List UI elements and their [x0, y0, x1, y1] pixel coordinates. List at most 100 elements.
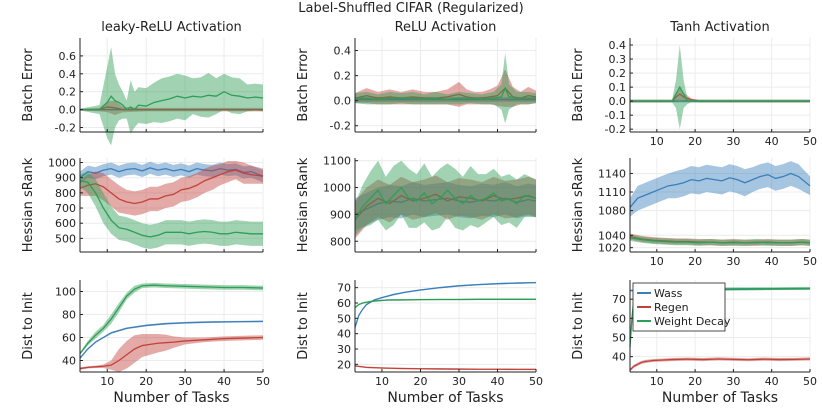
band-regen: [355, 175, 536, 239]
y-tick-label: -0.2: [330, 120, 351, 133]
x-tick-label: 30: [726, 135, 740, 148]
band-regen: [80, 100, 263, 115]
series-regen: [629, 358, 811, 371]
band-regen: [630, 357, 810, 372]
y-tick-label: 1040: [598, 229, 626, 242]
x-tick-label: 40: [765, 375, 779, 388]
y-tick-label: 800: [330, 235, 351, 248]
panels: -0.2 0.0 0.2 0.4 0.6 Batch Error leaky-ReLU Ac…: [21, 20, 817, 406]
panel-1-2: -0.2 0.0 0.2 0.4 Batch Error ReLU Activation: [296, 20, 537, 133]
y-tick-label: 0.0: [334, 95, 352, 108]
x-tick-label: 10: [650, 375, 664, 388]
y-axis-label: Batch Error: [296, 48, 311, 122]
band-regen: [80, 334, 263, 372]
y-axis-label: Dist to Init: [21, 292, 36, 360]
x-tick-label: 20: [139, 375, 153, 388]
x-axis-label: Number of Tasks: [113, 390, 229, 406]
series-regen: [354, 193, 537, 221]
x-tick-label: 20: [688, 255, 702, 268]
panel-1-3: -0.2-0.10.00.10.20.30.4 10 20 30 40 50 Batch E…: [571, 20, 817, 148]
y-tick-label: 900: [330, 208, 351, 221]
series-regen: [354, 365, 536, 371]
x-tick-label: 20: [413, 375, 427, 388]
panel-3-1: 40 60 80 100 10 20 30 40 50 Dist to Init Number of…: [21, 280, 270, 406]
x-tick-label: 40: [765, 255, 779, 268]
y-tick-label: 40: [612, 351, 626, 364]
y-tick-label: 700: [55, 202, 76, 215]
y-tick-label: 800: [55, 187, 76, 200]
y-tick-label: 30: [337, 343, 351, 356]
y-axis-label: Batch Error: [21, 48, 36, 122]
y-tick-label: 0.4: [334, 45, 352, 58]
y-tick-label: 100: [55, 286, 76, 299]
series-wass: [629, 172, 811, 208]
y-tick-label: 1000: [323, 182, 351, 195]
y-axis-label: Hessian sRank: [296, 157, 311, 252]
y-tick-label: 0.2: [334, 70, 352, 83]
y-tick-label: 0.2: [59, 86, 77, 99]
x-tick-label: 40: [765, 135, 779, 148]
x-tick-label: 50: [803, 255, 817, 268]
series-weight-decay: [80, 90, 264, 111]
panel-2-2: 800 900 1000 1100 Hessian sRank: [296, 155, 537, 253]
y-tick-label: -0.2: [605, 123, 626, 136]
y-tick-label: 70: [337, 282, 351, 295]
series-weight-decay: [79, 180, 263, 238]
y-axis-label: Batch Error: [571, 48, 586, 122]
legend-entry: Regen: [654, 301, 689, 314]
x-tick-label: 40: [217, 375, 231, 388]
y-axis-label: Dist to Init: [571, 292, 586, 360]
y-tick-label: 900: [55, 172, 76, 185]
y-axis-label: Hessian sRank: [571, 157, 586, 252]
column-title: Tanh Activation: [669, 20, 769, 35]
band-weight-decay: [80, 282, 263, 355]
y-tick-label: 0.4: [609, 39, 627, 52]
band-weight-decay: [355, 53, 536, 124]
series-weight-decay: [354, 298, 536, 309]
x-axis-label: Number of Tasks: [387, 390, 503, 406]
y-tick-label: 70: [612, 293, 626, 306]
y-tick-label: 0.3: [609, 53, 627, 66]
y-tick-label: 50: [612, 332, 626, 345]
legend-entry: Weight Decay: [654, 315, 731, 328]
x-tick-label: 30: [452, 375, 466, 388]
y-tick-label: 0.0: [59, 104, 77, 117]
y-tick-label: 50: [337, 312, 351, 325]
band-regen: [630, 88, 810, 103]
y-tick-label: 1000: [48, 157, 76, 170]
y-tick-label: 40: [337, 328, 351, 341]
band-weight-decay: [80, 46, 263, 146]
column-title: leaky-ReLU Activation: [101, 20, 242, 35]
x-tick-label: 40: [490, 375, 504, 388]
band-weight-decay: [355, 160, 536, 236]
band-wass: [80, 161, 263, 184]
series-regen: [79, 336, 264, 370]
y-tick-label: 1020: [598, 242, 626, 255]
x-tick-label: 10: [375, 375, 389, 388]
panel-2-1: 500 600 700 800 900 1000 Hessian sRank: [21, 157, 264, 253]
series-weight-decay: [354, 186, 537, 221]
x-axis-label: Number of Tasks: [662, 390, 778, 406]
y-tick-label: 1140: [598, 167, 626, 180]
series-regen: [354, 87, 537, 99]
panel-1-1: -0.2 0.0 0.2 0.4 0.6 Batch Error leaky-ReLU Ac…: [21, 20, 264, 146]
y-tick-label: 20: [337, 358, 351, 371]
y-tick-label: 600: [55, 217, 76, 230]
series-regen: [80, 106, 263, 111]
series-weight-decay: [79, 284, 264, 354]
series-wass: [354, 281, 537, 328]
y-tick-label: 0.0: [609, 95, 627, 108]
y-tick-label: 60: [612, 312, 626, 325]
x-tick-label: 30: [178, 375, 192, 388]
y-tick-label: 40: [62, 355, 76, 368]
y-axis-label: Hessian sRank: [21, 157, 36, 252]
legend-entry: Wass: [654, 287, 683, 300]
x-tick-label: 30: [726, 375, 740, 388]
y-tick-label: 500: [55, 232, 76, 245]
column-title: ReLU Activation: [395, 20, 497, 35]
x-tick-label: 10: [650, 255, 664, 268]
y-axis-label: Dist to Init: [296, 292, 311, 360]
